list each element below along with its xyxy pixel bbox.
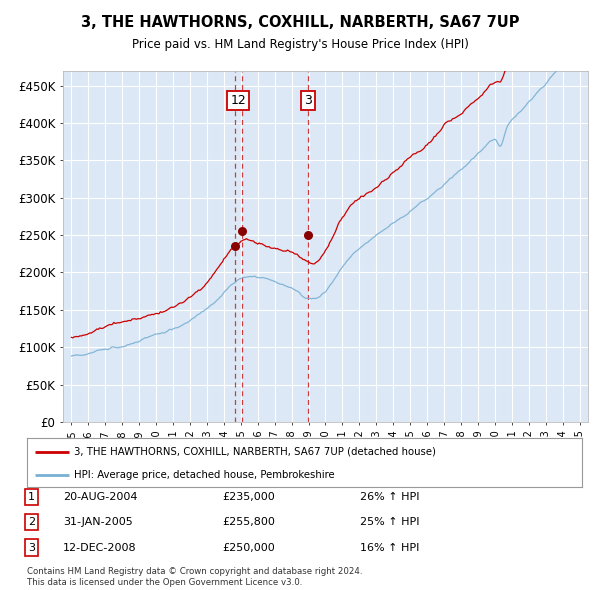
Text: 3, THE HAWTHORNS, COXHILL, NARBERTH, SA67 7UP (detached house): 3, THE HAWTHORNS, COXHILL, NARBERTH, SA6… (74, 447, 436, 457)
Text: 16% ↑ HPI: 16% ↑ HPI (360, 543, 419, 552)
Text: 31-JAN-2005: 31-JAN-2005 (63, 517, 133, 527)
Text: Price paid vs. HM Land Registry's House Price Index (HPI): Price paid vs. HM Land Registry's House … (131, 38, 469, 51)
Text: 1: 1 (28, 492, 35, 502)
Text: This data is licensed under the Open Government Licence v3.0.: This data is licensed under the Open Gov… (27, 578, 302, 587)
Text: £235,000: £235,000 (222, 492, 275, 502)
Text: 2: 2 (28, 517, 35, 527)
Text: 12: 12 (230, 94, 247, 107)
Text: 25% ↑ HPI: 25% ↑ HPI (360, 517, 419, 527)
Text: 3, THE HAWTHORNS, COXHILL, NARBERTH, SA67 7UP: 3, THE HAWTHORNS, COXHILL, NARBERTH, SA6… (81, 15, 519, 30)
Text: 3: 3 (304, 94, 312, 107)
Text: 20-AUG-2004: 20-AUG-2004 (63, 492, 137, 502)
Text: 26% ↑ HPI: 26% ↑ HPI (360, 492, 419, 502)
Text: £250,000: £250,000 (222, 543, 275, 552)
Text: 12-DEC-2008: 12-DEC-2008 (63, 543, 137, 552)
Text: 3: 3 (28, 543, 35, 552)
Text: HPI: Average price, detached house, Pembrokeshire: HPI: Average price, detached house, Pemb… (74, 470, 335, 480)
Text: Contains HM Land Registry data © Crown copyright and database right 2024.: Contains HM Land Registry data © Crown c… (27, 566, 362, 576)
Text: £255,800: £255,800 (222, 517, 275, 527)
